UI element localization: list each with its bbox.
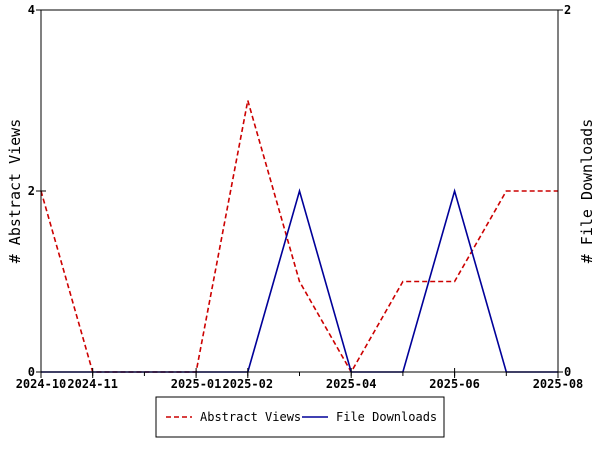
plot-area [40,100,558,374]
series-line-1 [40,100,558,374]
x-tick-label: 2025-08 [533,377,584,391]
y-axis-title: # Abstract Views [6,119,24,264]
x-tick-label: 2024-11 [67,377,118,391]
legend: Abstract Views File Downloads [155,396,445,438]
x-tick-label: 2025-01 [171,377,222,391]
y2-axis-title: # File Downloads [578,119,596,264]
x-tick-label: 2025-06 [429,377,480,391]
legend-label-2: File Downloads [336,410,437,424]
x-tick-label: 2025-04 [326,377,377,391]
x-tick-label: 2025-02 [223,377,274,391]
y2-tick-label: 2 [564,3,571,17]
x-tick-label: 2024-10 [16,377,67,391]
y-tick-label: 0 [28,365,35,379]
y-tick-label: 4 [28,3,35,17]
y-tick-label: 2 [28,184,35,198]
y2-tick-label: 0 [564,365,571,379]
axes: 2024-10 2024-11 2025-01 2025-02 2025-04 2025-… [6,3,596,391]
legend-label-1: Abstract Views [200,410,301,424]
legend-box [155,396,445,438]
